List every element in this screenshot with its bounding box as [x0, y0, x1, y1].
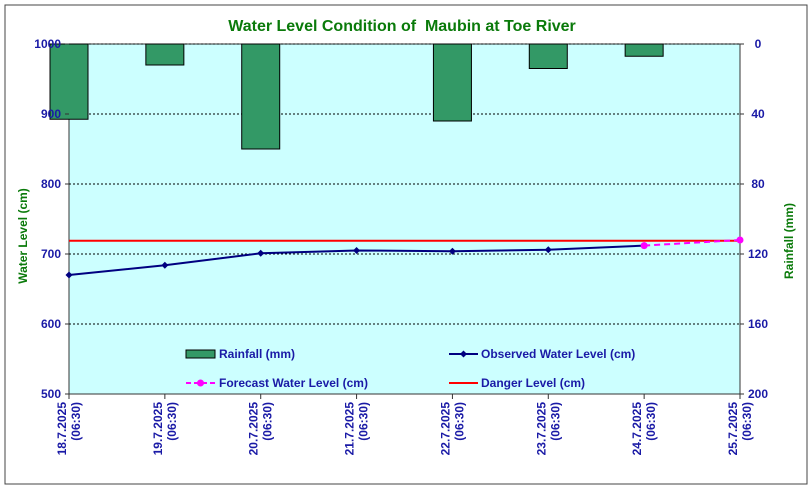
- observed-point: [448, 247, 456, 255]
- x-tick-date: 25.7.2025: [726, 402, 740, 456]
- forecast-point: [640, 242, 648, 250]
- rainfall-bar: [241, 43, 281, 150]
- x-tick-date: 18.7.2025: [55, 402, 69, 456]
- chart-title: Water Level Condition of Maubin at Toe R…: [228, 18, 576, 35]
- x-tick-label: 18.7.2025(06:30): [55, 402, 83, 456]
- x-tick-label: 21.7.2025(06:30): [343, 402, 371, 456]
- y-axis-ticks: 500 600 700 800 900 1000: [34, 37, 69, 401]
- observed-point: [353, 247, 361, 254]
- x-tick-time: (06:30): [261, 402, 275, 441]
- y-tick-label: 600: [41, 317, 61, 331]
- x-tick-date: 20.7.2025: [247, 402, 261, 456]
- x-tick-label: 19.7.2025(06:30): [151, 402, 179, 456]
- y-tick-label: 500: [41, 387, 61, 401]
- observed-point: [544, 246, 552, 254]
- y2-axis-ticks: 0 40 80 120 160 200: [740, 37, 768, 401]
- legend-observed-marker: [460, 350, 467, 358]
- x-tick-label: 25.7.2025(06:30): [726, 402, 754, 456]
- y-tick-label: 800: [41, 177, 61, 191]
- x-tick-label: 24.7.2025(06:30): [630, 402, 658, 456]
- rainfall-bar: [432, 43, 472, 122]
- y2-tick-label: 40: [751, 107, 765, 121]
- rainfall-bar: [528, 43, 568, 69]
- x-tick-date: 22.7.2025: [438, 402, 452, 456]
- legend: Rainfall (mm) Observed Water Level (cm) Fo…: [185, 347, 635, 390]
- rainfall-bar: [624, 43, 664, 57]
- y2-tick-label: 200: [748, 387, 768, 401]
- y-tick-label: 900: [41, 107, 61, 121]
- x-tick-date: 24.7.2025: [630, 402, 644, 456]
- y2-axis-title: Rainfall (mm): [782, 203, 796, 279]
- x-tick-label: 23.7.2025(06:30): [534, 402, 562, 456]
- y-axis-title: Water Level (cm): [16, 188, 30, 284]
- y2-tick-label: 120: [748, 247, 768, 261]
- observed-point: [161, 261, 169, 269]
- rainfall-bars: [49, 43, 664, 150]
- x-tick-date: 19.7.2025: [151, 402, 165, 456]
- x-tick-time: (06:30): [165, 402, 179, 441]
- y-tick-label: 1000: [34, 37, 61, 51]
- x-tick-time: (06:30): [548, 402, 562, 441]
- plot-area: [68, 43, 741, 395]
- y2-tick-label: 160: [748, 317, 768, 331]
- x-tick-label: 22.7.2025(06:30): [438, 402, 466, 456]
- rainfall-bar: [145, 43, 185, 66]
- legend-rainfall-label: Rainfall (mm): [219, 347, 295, 361]
- forecast-line: [644, 239, 741, 247]
- x-tick-time: (06:30): [740, 402, 754, 441]
- y2-tick-label: 80: [751, 177, 765, 191]
- observed-point: [257, 249, 265, 257]
- x-tick-time: (06:30): [644, 402, 658, 441]
- y-tick-label: 700: [41, 247, 61, 261]
- forecast-water-level-series: [640, 236, 744, 250]
- legend-observed-label: Observed Water Level (cm): [481, 347, 635, 361]
- forecast-point: [736, 236, 744, 244]
- y2-tick-label: 0: [755, 37, 762, 51]
- x-tick-time: (06:30): [69, 402, 83, 441]
- legend-danger-label: Danger Level (cm): [481, 376, 585, 390]
- legend-forecast-marker: [197, 379, 204, 387]
- x-tick-label: 20.7.2025(06:30): [247, 402, 275, 456]
- observed-point: [65, 271, 73, 279]
- x-axis-ticks: 18.7.2025(06:30) 19.7.2025(06:30) 20.7.202…: [55, 394, 754, 455]
- x-tick-date: 23.7.2025: [534, 402, 548, 456]
- x-tick-time: (06:30): [452, 402, 466, 441]
- x-tick-time: (06:30): [357, 402, 371, 441]
- rainfall-bar: [49, 43, 89, 120]
- legend-rainfall-swatch: [185, 349, 216, 359]
- x-tick-date: 21.7.2025: [343, 402, 357, 456]
- legend-forecast-label: Forecast Water Level (cm): [219, 376, 368, 390]
